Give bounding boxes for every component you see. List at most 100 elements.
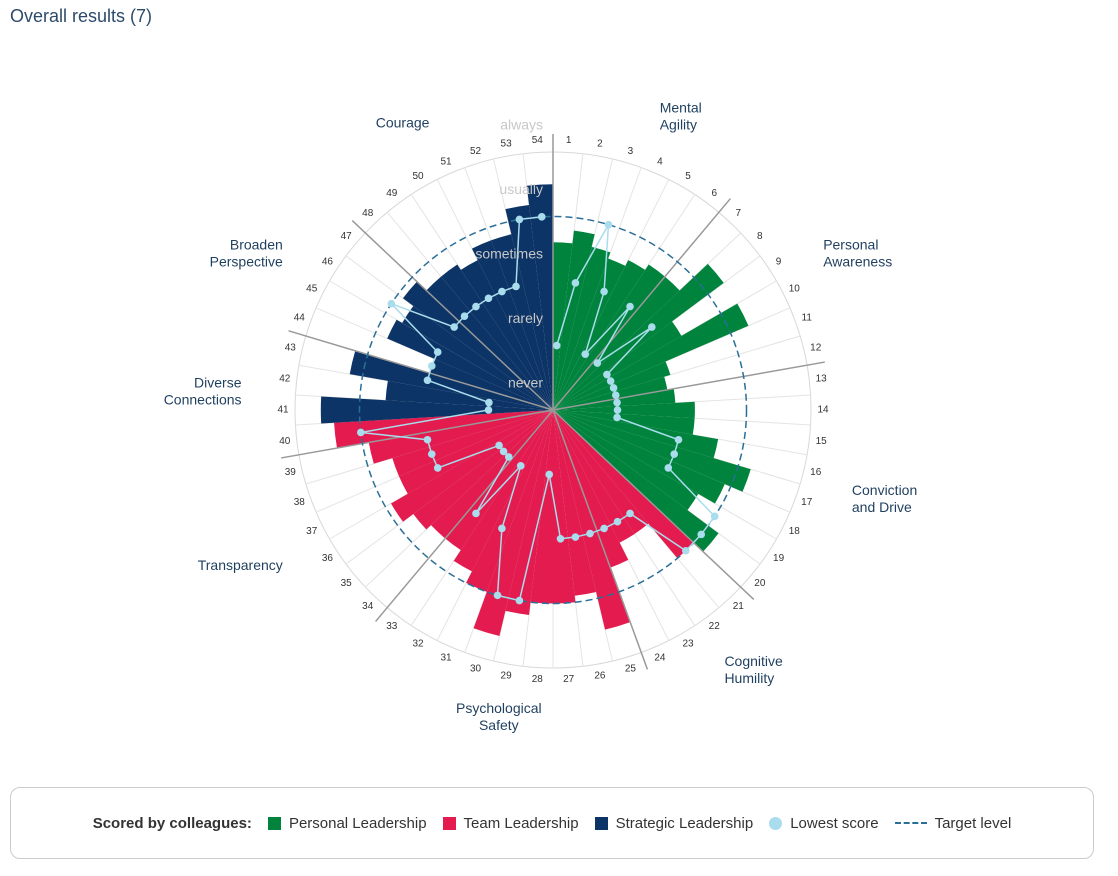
lowest-score-point xyxy=(611,391,620,399)
category-label: 48 xyxy=(362,208,374,219)
group-label-line: Agility xyxy=(660,116,697,132)
lowest-score-point xyxy=(613,398,621,407)
bar xyxy=(553,410,694,559)
lowest-score-point xyxy=(648,323,656,331)
category-label: 45 xyxy=(306,283,318,294)
lowest-score-point xyxy=(499,447,508,456)
category-label: 22 xyxy=(709,621,721,632)
bar xyxy=(553,321,682,410)
group-divider xyxy=(375,409,554,622)
bar xyxy=(392,410,553,477)
category-label: 49 xyxy=(386,188,398,199)
category-label: 35 xyxy=(341,578,353,589)
bar xyxy=(553,246,611,410)
legend-item: Team Leadership xyxy=(442,815,579,832)
category-label: 7 xyxy=(736,208,742,219)
lowest-score-point xyxy=(357,428,365,437)
category-label: 11 xyxy=(802,312,813,323)
lowest-score-point xyxy=(586,529,594,538)
bar xyxy=(553,410,576,604)
category-label: 21 xyxy=(733,601,745,612)
group-label-line: Awareness xyxy=(823,253,892,269)
bar xyxy=(553,410,597,596)
bar xyxy=(553,264,665,410)
y-tick-label: always xyxy=(500,117,543,133)
category-label: 42 xyxy=(279,373,291,384)
lowest-score-point xyxy=(581,350,590,358)
lowest-score-point xyxy=(600,524,608,533)
lowest-score-point xyxy=(515,596,524,605)
category-label: 6 xyxy=(711,188,717,199)
bar xyxy=(526,184,553,410)
category-label: 29 xyxy=(501,671,513,682)
category-label: 50 xyxy=(412,171,424,182)
bar xyxy=(391,410,553,522)
group-label-line: Perspective xyxy=(210,253,283,269)
group-divider xyxy=(552,361,825,411)
bar xyxy=(553,263,724,410)
lowest-score-point xyxy=(626,302,634,311)
lowest-score-point xyxy=(427,362,436,370)
lowest-score-point xyxy=(537,213,546,221)
bar xyxy=(402,306,553,410)
group-label-line: and Drive xyxy=(852,499,912,515)
group-label-line: Broaden xyxy=(230,236,283,252)
legend-item: Strategic Leadership xyxy=(594,814,754,832)
lowest-score-point xyxy=(495,441,503,450)
lowest-score-point xyxy=(498,524,506,533)
group-label: Cognitive Humility xyxy=(724,653,783,686)
group-label-line: Cognitive xyxy=(724,653,783,669)
y-tick-label: sometimes xyxy=(475,246,543,262)
group-divider xyxy=(552,409,649,670)
legend-swatch xyxy=(769,816,783,830)
bar xyxy=(368,410,553,464)
lowest-score-point xyxy=(609,384,618,392)
category-label: 8 xyxy=(757,231,763,242)
group-divider xyxy=(288,330,554,411)
target-level xyxy=(358,215,748,605)
group-label-line: Mental xyxy=(660,99,702,115)
legend-swatch xyxy=(894,822,927,824)
bar xyxy=(553,303,749,410)
legend: Scored by colleagues: Personal Leadershi… xyxy=(10,787,1094,859)
lowest-score-point xyxy=(606,377,615,385)
legend-swatch xyxy=(442,816,456,830)
category-label: 28 xyxy=(532,674,544,685)
category-label: 30 xyxy=(470,663,482,674)
legend-item: Target level xyxy=(894,814,1012,832)
category-label: 52 xyxy=(470,146,482,157)
lowest-score-point xyxy=(485,398,493,407)
lowest-score-point xyxy=(516,462,525,470)
bar xyxy=(473,410,553,636)
bar xyxy=(553,410,699,511)
bar xyxy=(553,276,680,410)
lowest-score-point xyxy=(498,287,506,296)
group-label-line: Connections xyxy=(164,391,242,407)
group-divider xyxy=(351,220,554,411)
legend-title: Scored by colleagues: xyxy=(92,814,252,832)
group-label: Broaden Perspective xyxy=(210,236,283,269)
category-label: 53 xyxy=(501,139,513,150)
lowest-score-point xyxy=(603,370,611,379)
category-label: 14 xyxy=(817,405,829,416)
lowest-score-point xyxy=(556,534,565,543)
category-label: 15 xyxy=(816,436,828,447)
legend-swatch xyxy=(594,816,608,830)
category-label: 46 xyxy=(322,256,334,267)
category-label: 10 xyxy=(789,283,801,294)
group-label-line: Courage xyxy=(376,114,430,130)
lowest-score-point xyxy=(484,294,493,303)
legend-label: Strategic Leadership xyxy=(615,814,754,832)
bar xyxy=(553,410,649,534)
category-label: 26 xyxy=(594,671,606,682)
bar xyxy=(399,410,553,494)
group-divider xyxy=(281,409,554,459)
category-label: 34 xyxy=(362,601,374,612)
category-label: 27 xyxy=(563,674,575,685)
legend-label: Target level xyxy=(934,814,1012,832)
lowest-score-point xyxy=(571,533,580,541)
group-label: Mental Agility xyxy=(660,99,702,132)
category-label: 51 xyxy=(440,157,452,168)
group-divider xyxy=(552,198,731,411)
